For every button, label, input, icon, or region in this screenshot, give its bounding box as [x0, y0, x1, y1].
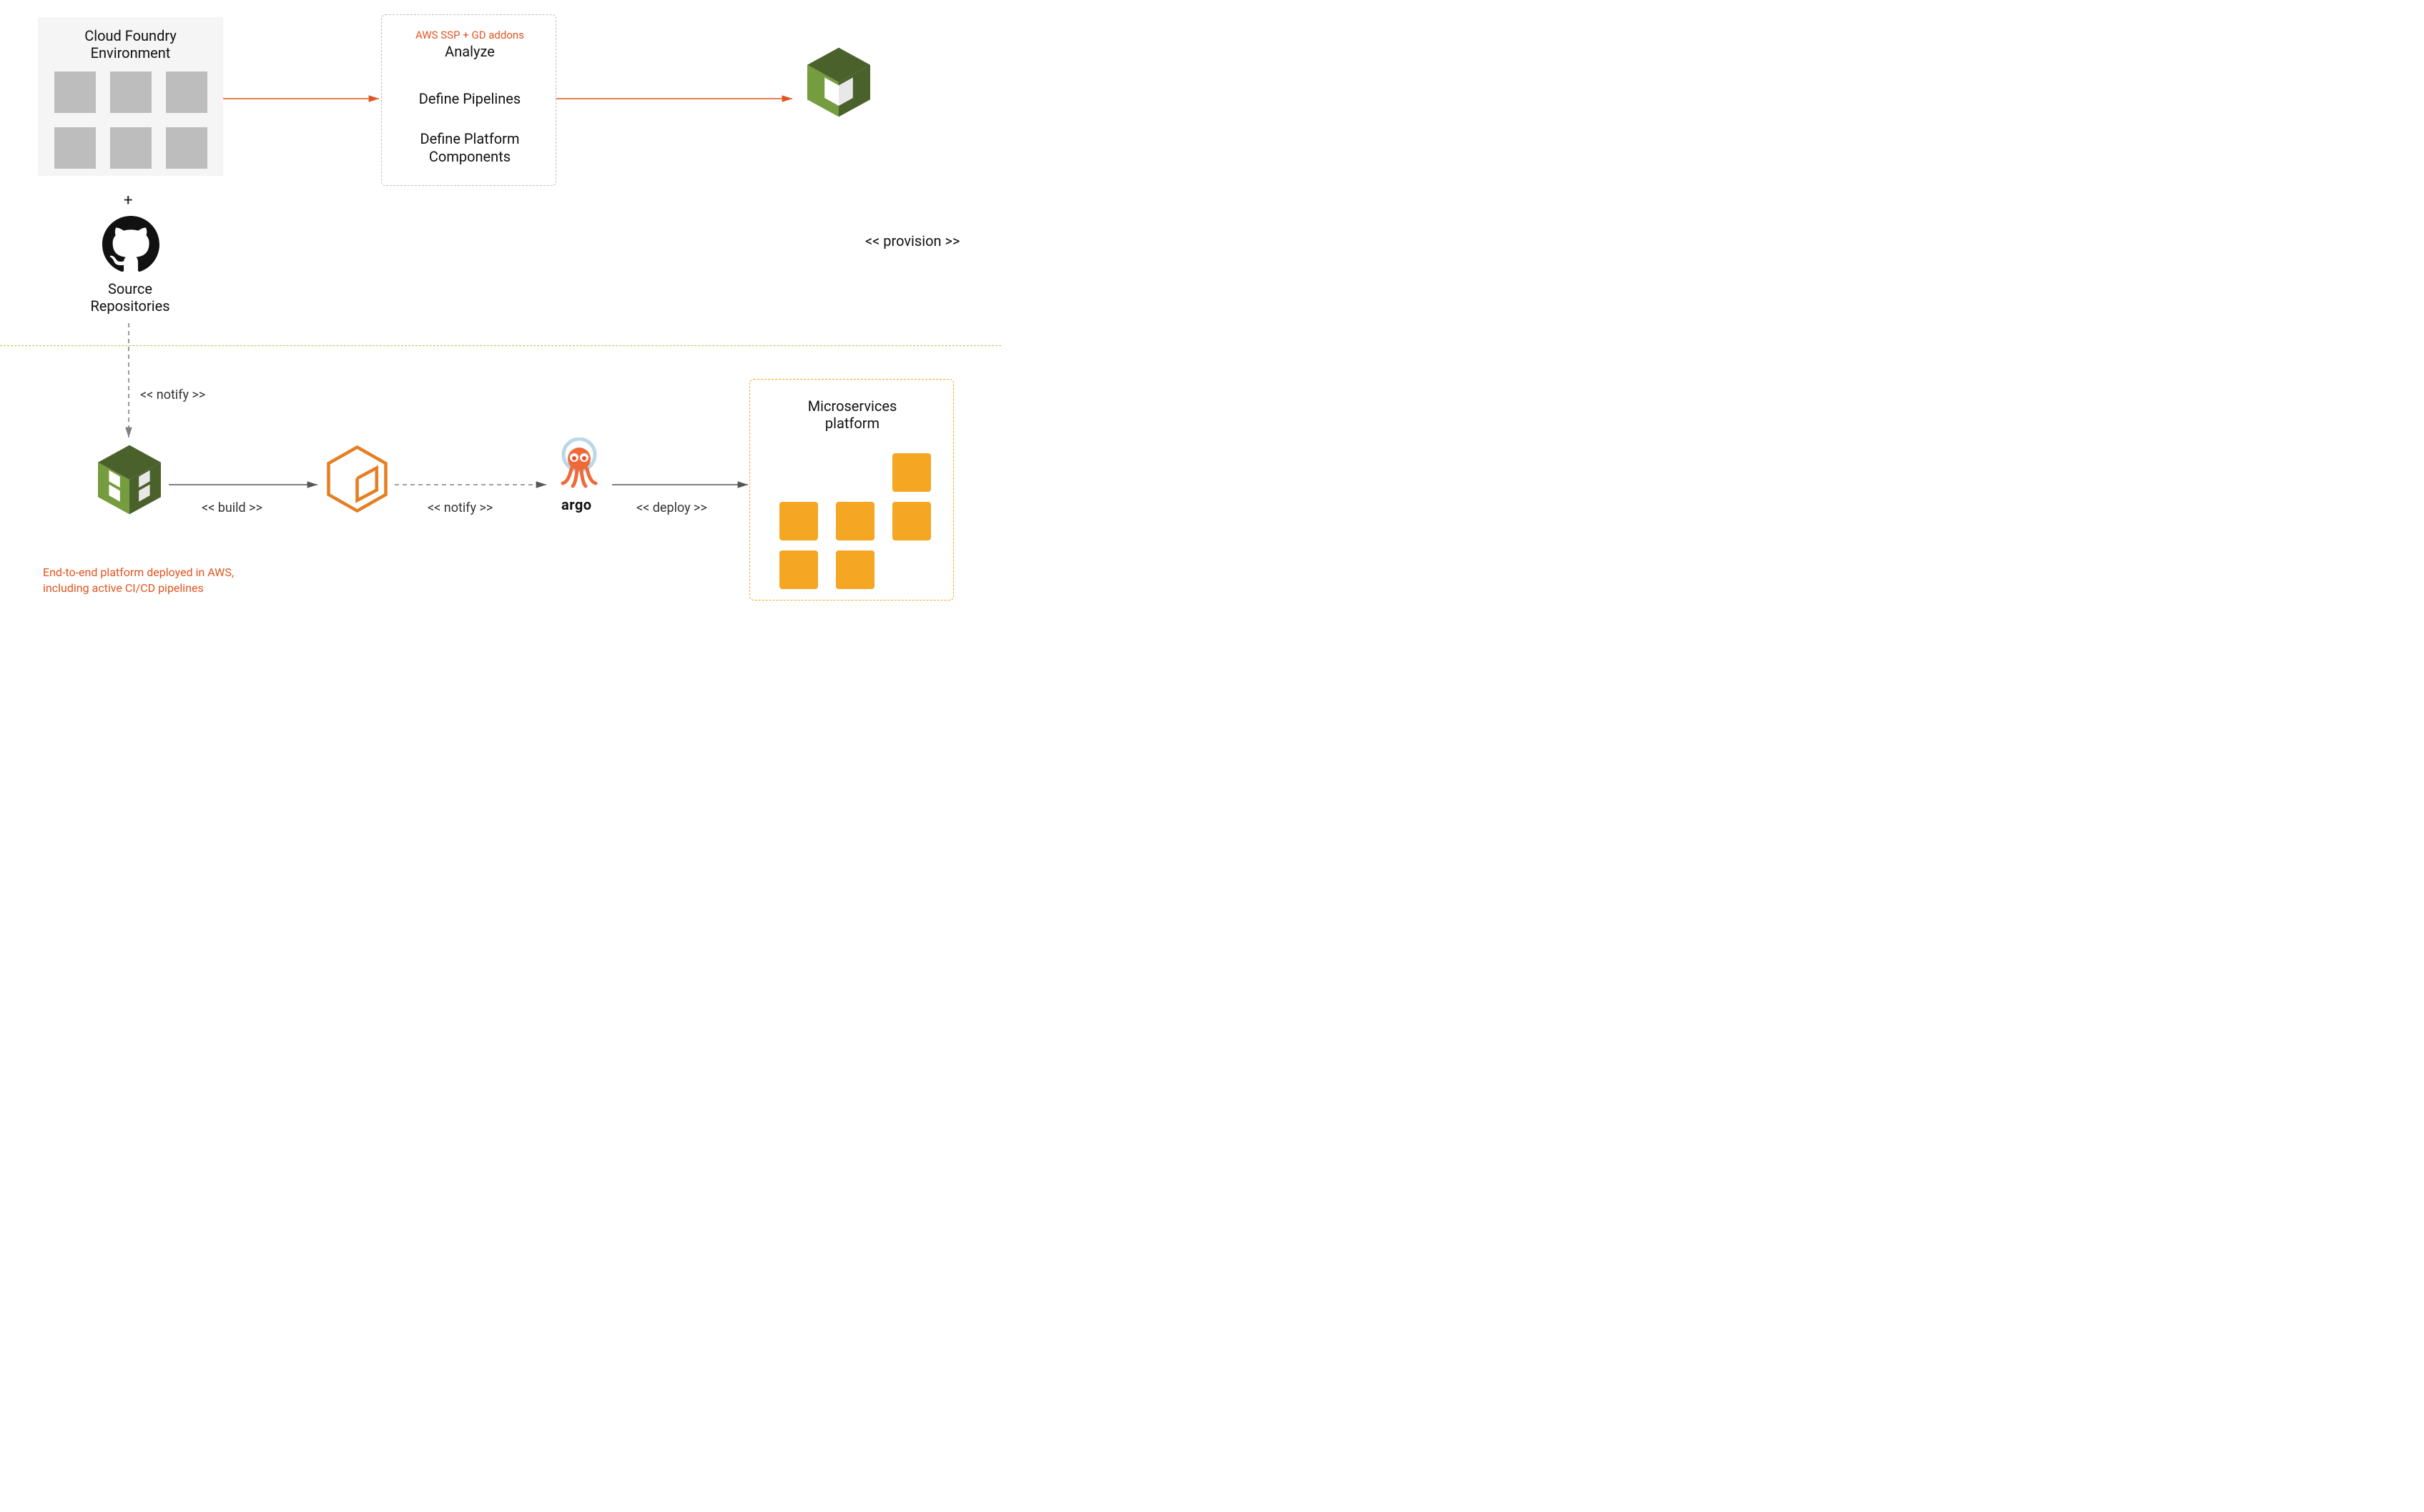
diagram-canvas: Cloud FoundryEnvironment + SourceReposit…: [0, 0, 1001, 624]
deploy-label: << deploy >>: [636, 500, 707, 515]
footer-note: End-to-end platform deployed in AWS,incl…: [43, 565, 234, 596]
build-label: << build >>: [202, 500, 262, 515]
notify2-label: << notify >>: [428, 500, 493, 515]
bottom-arrows: [0, 0, 1001, 624]
